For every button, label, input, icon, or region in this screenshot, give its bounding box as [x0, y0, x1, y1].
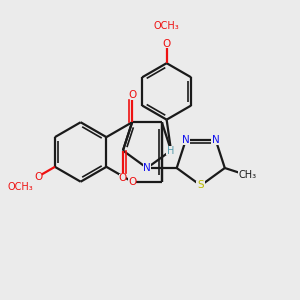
- Text: CH₃: CH₃: [238, 170, 256, 180]
- FancyBboxPatch shape: [156, 21, 178, 31]
- FancyBboxPatch shape: [238, 170, 257, 180]
- FancyBboxPatch shape: [119, 174, 126, 182]
- Text: N: N: [182, 135, 190, 145]
- FancyBboxPatch shape: [129, 91, 136, 98]
- Text: S: S: [197, 181, 204, 190]
- Text: O: O: [119, 173, 127, 183]
- Text: OCH₃: OCH₃: [154, 21, 179, 31]
- FancyBboxPatch shape: [211, 135, 220, 145]
- FancyBboxPatch shape: [196, 181, 205, 190]
- FancyBboxPatch shape: [35, 172, 42, 181]
- Text: O: O: [163, 39, 171, 49]
- Text: OCH₃: OCH₃: [7, 182, 33, 192]
- FancyBboxPatch shape: [142, 163, 152, 173]
- FancyBboxPatch shape: [128, 177, 136, 186]
- FancyBboxPatch shape: [166, 146, 176, 155]
- Text: N: N: [212, 135, 220, 145]
- FancyBboxPatch shape: [163, 40, 170, 48]
- FancyBboxPatch shape: [182, 135, 190, 145]
- FancyBboxPatch shape: [7, 182, 33, 192]
- Text: O: O: [128, 89, 136, 100]
- Text: O: O: [34, 172, 42, 182]
- Text: H: H: [167, 146, 175, 155]
- Text: N: N: [143, 163, 151, 173]
- Text: O: O: [128, 177, 136, 187]
